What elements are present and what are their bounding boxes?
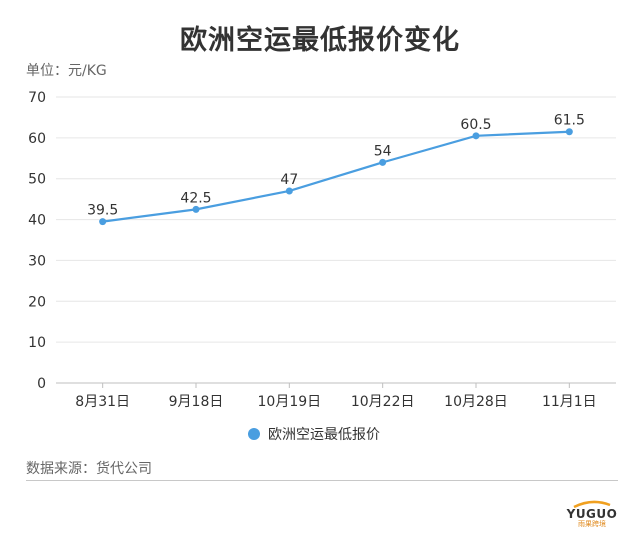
data-label: 61.5 bbox=[554, 113, 585, 129]
y-tick-label: 10 bbox=[28, 335, 46, 351]
x-tick-label: 8月31日 bbox=[75, 394, 130, 410]
series-line bbox=[102, 130, 570, 223]
chart-title: 欧洲空运最低报价变化 bbox=[180, 25, 460, 56]
data-point bbox=[472, 132, 480, 140]
legend-label: 欧洲空运最低报价 bbox=[268, 427, 380, 443]
y-tick-label: 60 bbox=[28, 131, 46, 147]
y-tick-label: 70 bbox=[28, 90, 46, 106]
data-point bbox=[99, 218, 107, 226]
footer-divider bbox=[26, 480, 618, 481]
data-label: 42.5 bbox=[180, 190, 211, 206]
data-label: 60.5 bbox=[460, 117, 491, 133]
y-tick-label: 20 bbox=[28, 294, 46, 310]
source-label: 数据来源：货代公司 bbox=[26, 461, 152, 477]
x-tick-label: 10月28日 bbox=[444, 394, 508, 410]
data-point bbox=[565, 128, 573, 136]
y-tick-label: 30 bbox=[28, 253, 46, 269]
x-tick-label: 11月1日 bbox=[542, 394, 597, 410]
data-point bbox=[192, 205, 200, 213]
logo-subtext: 雨果跨境 bbox=[578, 520, 606, 528]
unit-label: 单位：元/KG bbox=[26, 63, 107, 79]
x-tick-label: 10月19日 bbox=[258, 394, 322, 410]
legend-marker bbox=[248, 428, 260, 440]
line-chart: 0 10 20 30 40 50 60 70 8月31日 9月18日 10月19日 10月22日 10月… bbox=[28, 90, 616, 410]
data-point bbox=[285, 187, 293, 195]
x-tick-label: 10月22日 bbox=[351, 394, 415, 410]
y-tick-label: 40 bbox=[28, 213, 46, 229]
y-tick-label: 50 bbox=[28, 172, 46, 188]
logo-swoosh-icon bbox=[573, 500, 611, 508]
data-label: 47 bbox=[280, 172, 298, 188]
logo-text: YUGUO bbox=[566, 507, 618, 521]
x-tick-label: 9月18日 bbox=[169, 394, 224, 410]
y-tick-label: 0 bbox=[37, 376, 46, 392]
data-point bbox=[379, 158, 387, 166]
data-label: 54 bbox=[374, 143, 392, 159]
data-label: 39.5 bbox=[87, 203, 118, 219]
legend[interactable]: 欧洲空运最低报价 bbox=[248, 424, 380, 444]
brand-logo: YUGUO 雨果跨境 bbox=[560, 500, 624, 529]
